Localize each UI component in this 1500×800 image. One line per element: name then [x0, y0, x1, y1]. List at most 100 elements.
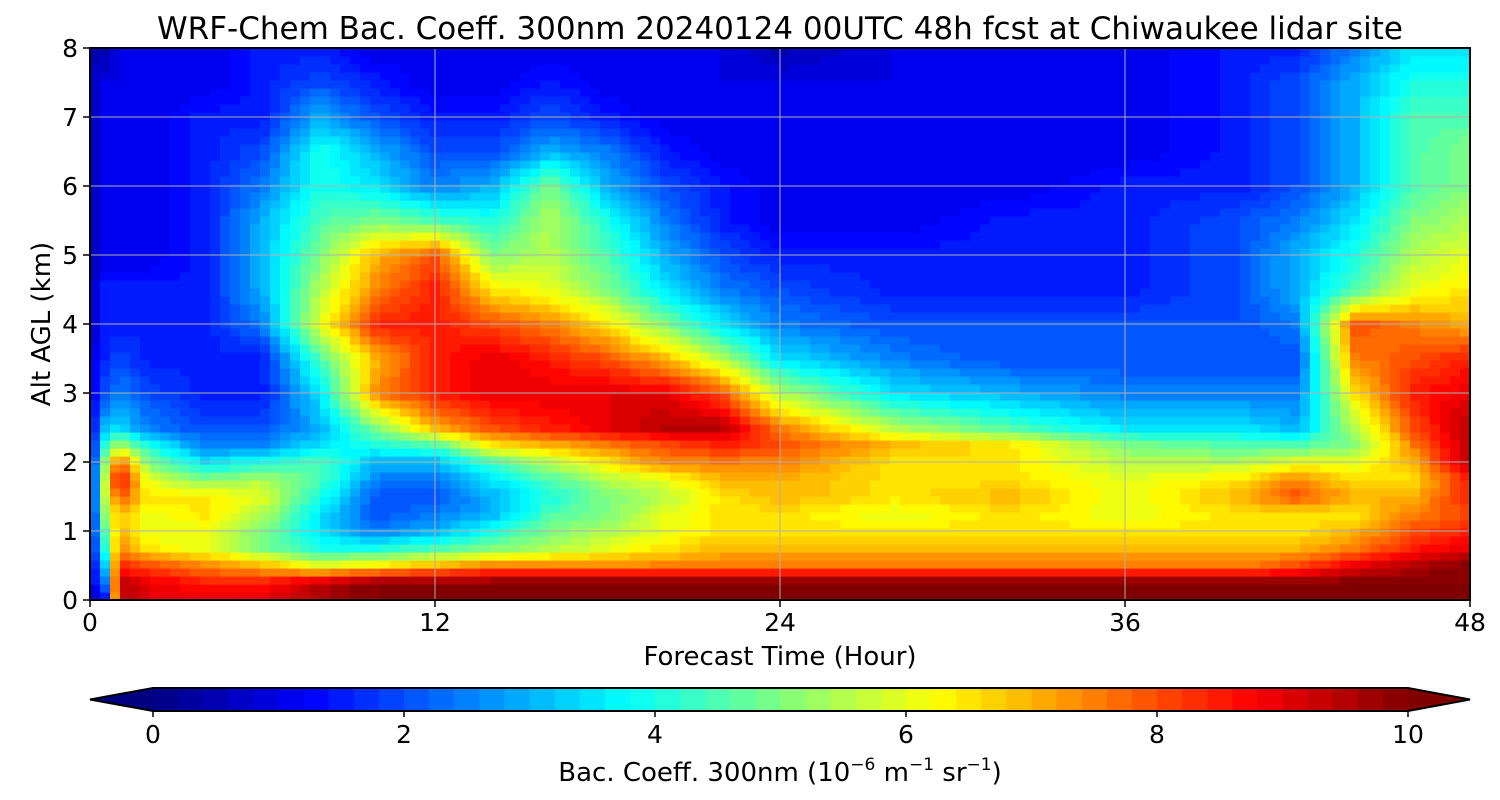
heatmap-cell	[860, 384, 871, 393]
heatmap-cell	[940, 560, 951, 569]
heatmap-cell	[800, 552, 811, 561]
heatmap-cell	[1100, 504, 1111, 513]
heatmap-cell	[570, 440, 581, 449]
heatmap-cell	[1290, 552, 1301, 561]
heatmap-cell	[220, 432, 231, 441]
heatmap-cell	[620, 552, 631, 561]
heatmap-cell	[1110, 312, 1121, 321]
heatmap-cell	[890, 384, 901, 393]
heatmap-cell	[1250, 568, 1261, 577]
heatmap-cell	[1230, 528, 1241, 537]
heatmap-cell	[460, 416, 471, 425]
heatmap-cell	[880, 568, 891, 577]
heatmap-cell	[360, 576, 371, 585]
heatmap-cell	[960, 576, 971, 585]
heatmap-cell	[1330, 352, 1341, 361]
heatmap-cell	[120, 352, 131, 361]
heatmap-cell	[1370, 496, 1381, 505]
heatmap-cell	[770, 584, 781, 593]
heatmap-cell	[630, 544, 641, 553]
heatmap-cell	[1190, 440, 1201, 449]
heatmap-cell	[500, 392, 511, 401]
heatmap-cell	[1290, 584, 1301, 593]
heatmap-cell	[1230, 344, 1241, 353]
heatmap-cell	[1290, 336, 1301, 345]
heatmap-cell	[680, 528, 691, 537]
heatmap-cell	[490, 592, 501, 600]
heatmap-cell	[590, 344, 601, 353]
heatmap-cell	[90, 488, 101, 497]
heatmap-cell	[810, 576, 821, 585]
heatmap-cell	[330, 528, 341, 537]
heatmap-cell	[820, 504, 831, 513]
heatmap-cell	[1070, 392, 1081, 401]
heatmap-cell	[960, 448, 971, 457]
heatmap-cell	[340, 384, 351, 393]
heatmap-cell	[420, 328, 431, 337]
heatmap-cell	[460, 344, 471, 353]
heatmap-cell	[1070, 552, 1081, 561]
heatmap-cell	[580, 416, 591, 425]
heatmap-cell	[1010, 504, 1021, 513]
heatmap-cell	[1050, 480, 1061, 489]
heatmap-cell	[1100, 536, 1111, 545]
heatmap-cell	[680, 376, 691, 385]
heatmap-cell	[870, 472, 881, 481]
heatmap-cell	[1380, 592, 1391, 600]
heatmap-cell	[110, 592, 121, 600]
heatmap-cell	[540, 576, 551, 585]
heatmap-cell	[1080, 416, 1091, 425]
heatmap-cell	[1100, 352, 1111, 361]
heatmap-cell	[1430, 392, 1441, 401]
heatmap-cell	[370, 400, 381, 409]
heatmap-cell	[1140, 408, 1151, 417]
heatmap-cell	[670, 392, 681, 401]
heatmap-cell	[1020, 536, 1031, 545]
heatmap-cell	[830, 384, 841, 393]
heatmap-cell	[340, 504, 351, 513]
heatmap-cell	[1050, 456, 1061, 465]
heatmap-cell	[1010, 536, 1021, 545]
heatmap-cell	[1400, 312, 1411, 321]
heatmap-cell	[820, 312, 831, 321]
heatmap-cell	[650, 408, 661, 417]
heatmap-cell	[1350, 576, 1361, 585]
heatmap-cell	[700, 376, 711, 385]
heatmap-cell	[1460, 416, 1470, 425]
heatmap-cell	[620, 392, 631, 401]
heatmap-cell	[1200, 448, 1211, 457]
heatmap-cell	[570, 592, 581, 600]
heatmap-cell	[680, 544, 691, 553]
heatmap-cell	[770, 592, 781, 600]
heatmap-cell	[330, 520, 341, 529]
heatmap-cell	[750, 480, 761, 489]
heatmap-cell	[480, 584, 491, 593]
heatmap-cell	[1060, 472, 1071, 481]
heatmap-cell	[1070, 440, 1081, 449]
heatmap-cell	[1310, 536, 1321, 545]
heatmap-cell	[1170, 312, 1181, 321]
heatmap-cell	[270, 584, 281, 593]
heatmap-cell	[630, 536, 641, 545]
heatmap-cell	[1220, 416, 1231, 425]
heatmap-cell	[550, 568, 561, 577]
heatmap-cell	[1140, 424, 1151, 433]
heatmap-cell	[1020, 312, 1031, 321]
heatmap-cell	[500, 464, 511, 473]
heatmap-cell	[350, 456, 361, 465]
heatmap-cell	[690, 584, 701, 593]
heatmap-cell	[100, 448, 111, 457]
heatmap-cell	[1210, 448, 1221, 457]
heatmap-cell	[990, 576, 1001, 585]
heatmap-cell	[740, 512, 751, 521]
heatmap-cell	[400, 536, 411, 545]
heatmap-cell	[240, 424, 251, 433]
heatmap-cell	[1090, 376, 1101, 385]
heatmap-cell	[1090, 424, 1101, 433]
heatmap-cell	[450, 328, 461, 337]
heatmap-cell	[800, 368, 811, 377]
heatmap-cell	[1440, 520, 1451, 529]
heatmap-cell	[330, 392, 341, 401]
heatmap-cell	[160, 432, 171, 441]
heatmap-cell	[220, 408, 231, 417]
